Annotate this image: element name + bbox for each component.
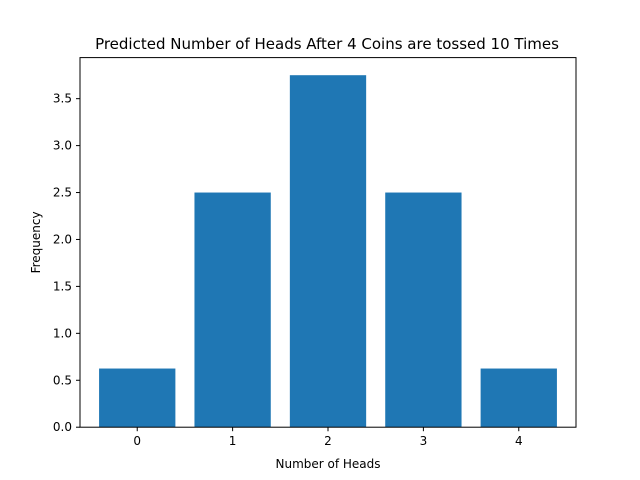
x-tick-label-4: 4	[515, 434, 523, 448]
y-tick-label-3.0: 3.0	[53, 139, 72, 153]
y-tick-label-1.5: 1.5	[53, 279, 72, 293]
y-tick-label-3.5: 3.5	[53, 92, 72, 106]
y-tick-label-2.5: 2.5	[53, 186, 72, 200]
bar-1	[194, 192, 271, 428]
plot-frame	[79, 57, 577, 428]
x-tick-label-1: 1	[229, 434, 237, 448]
bars-layer	[99, 75, 557, 428]
bar-2	[289, 75, 367, 428]
chart-title: Predicted Number of Heads After 4 Coins …	[95, 35, 559, 53]
y-tick-label-1.0: 1.0	[53, 326, 72, 340]
x-axis-ticks: 0 1 2 3 4	[133, 427, 523, 448]
y-axis-ticks: 0.0 0.5 1.0 1.5 2.0 2.5 3.0 3.5	[53, 92, 80, 434]
bar-4	[480, 368, 557, 428]
x-tick-label-3: 3	[420, 434, 428, 448]
bar-0	[99, 368, 176, 428]
y-axis-label: Frequency	[29, 211, 43, 273]
bar-3	[385, 192, 462, 428]
x-tick-label-0: 0	[133, 434, 141, 448]
x-axis-label: Number of Heads	[275, 457, 380, 471]
x-tick-label-2: 2	[324, 434, 332, 448]
y-tick-label-0.0: 0.0	[53, 420, 72, 434]
y-tick-label-2.0: 2.0	[53, 232, 72, 246]
y-tick-label-0.5: 0.5	[53, 373, 72, 387]
